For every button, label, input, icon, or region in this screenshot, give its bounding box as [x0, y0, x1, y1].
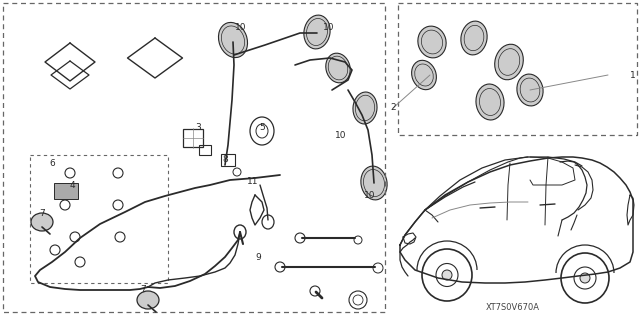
Text: 8: 8 — [222, 154, 228, 164]
Text: 9: 9 — [255, 253, 261, 262]
Text: 3: 3 — [195, 123, 201, 132]
Ellipse shape — [476, 84, 504, 120]
Text: 4: 4 — [69, 182, 75, 190]
Ellipse shape — [461, 21, 487, 55]
Text: 5: 5 — [259, 123, 265, 132]
Ellipse shape — [442, 270, 452, 280]
Ellipse shape — [218, 22, 248, 57]
Bar — [221, 154, 235, 166]
Text: 2: 2 — [390, 103, 396, 113]
Ellipse shape — [304, 15, 330, 49]
Ellipse shape — [418, 26, 446, 58]
Text: 6: 6 — [49, 159, 55, 167]
Text: 7: 7 — [140, 286, 146, 294]
Ellipse shape — [361, 166, 387, 200]
Ellipse shape — [31, 213, 53, 231]
Text: 10: 10 — [335, 131, 347, 140]
Text: 11: 11 — [247, 177, 259, 187]
Ellipse shape — [137, 291, 159, 309]
Text: 1: 1 — [630, 70, 636, 79]
Ellipse shape — [517, 74, 543, 106]
Bar — [199, 145, 211, 155]
FancyBboxPatch shape — [54, 183, 78, 199]
Ellipse shape — [326, 53, 350, 83]
Ellipse shape — [353, 92, 377, 124]
Ellipse shape — [412, 60, 436, 90]
Ellipse shape — [495, 44, 524, 80]
Text: 10: 10 — [236, 24, 247, 33]
Text: 10: 10 — [323, 24, 335, 33]
Ellipse shape — [580, 273, 590, 283]
Bar — [183, 129, 203, 147]
Text: 10: 10 — [364, 191, 376, 201]
Text: XT7S0V670A: XT7S0V670A — [486, 303, 540, 313]
Text: 7: 7 — [39, 209, 45, 218]
